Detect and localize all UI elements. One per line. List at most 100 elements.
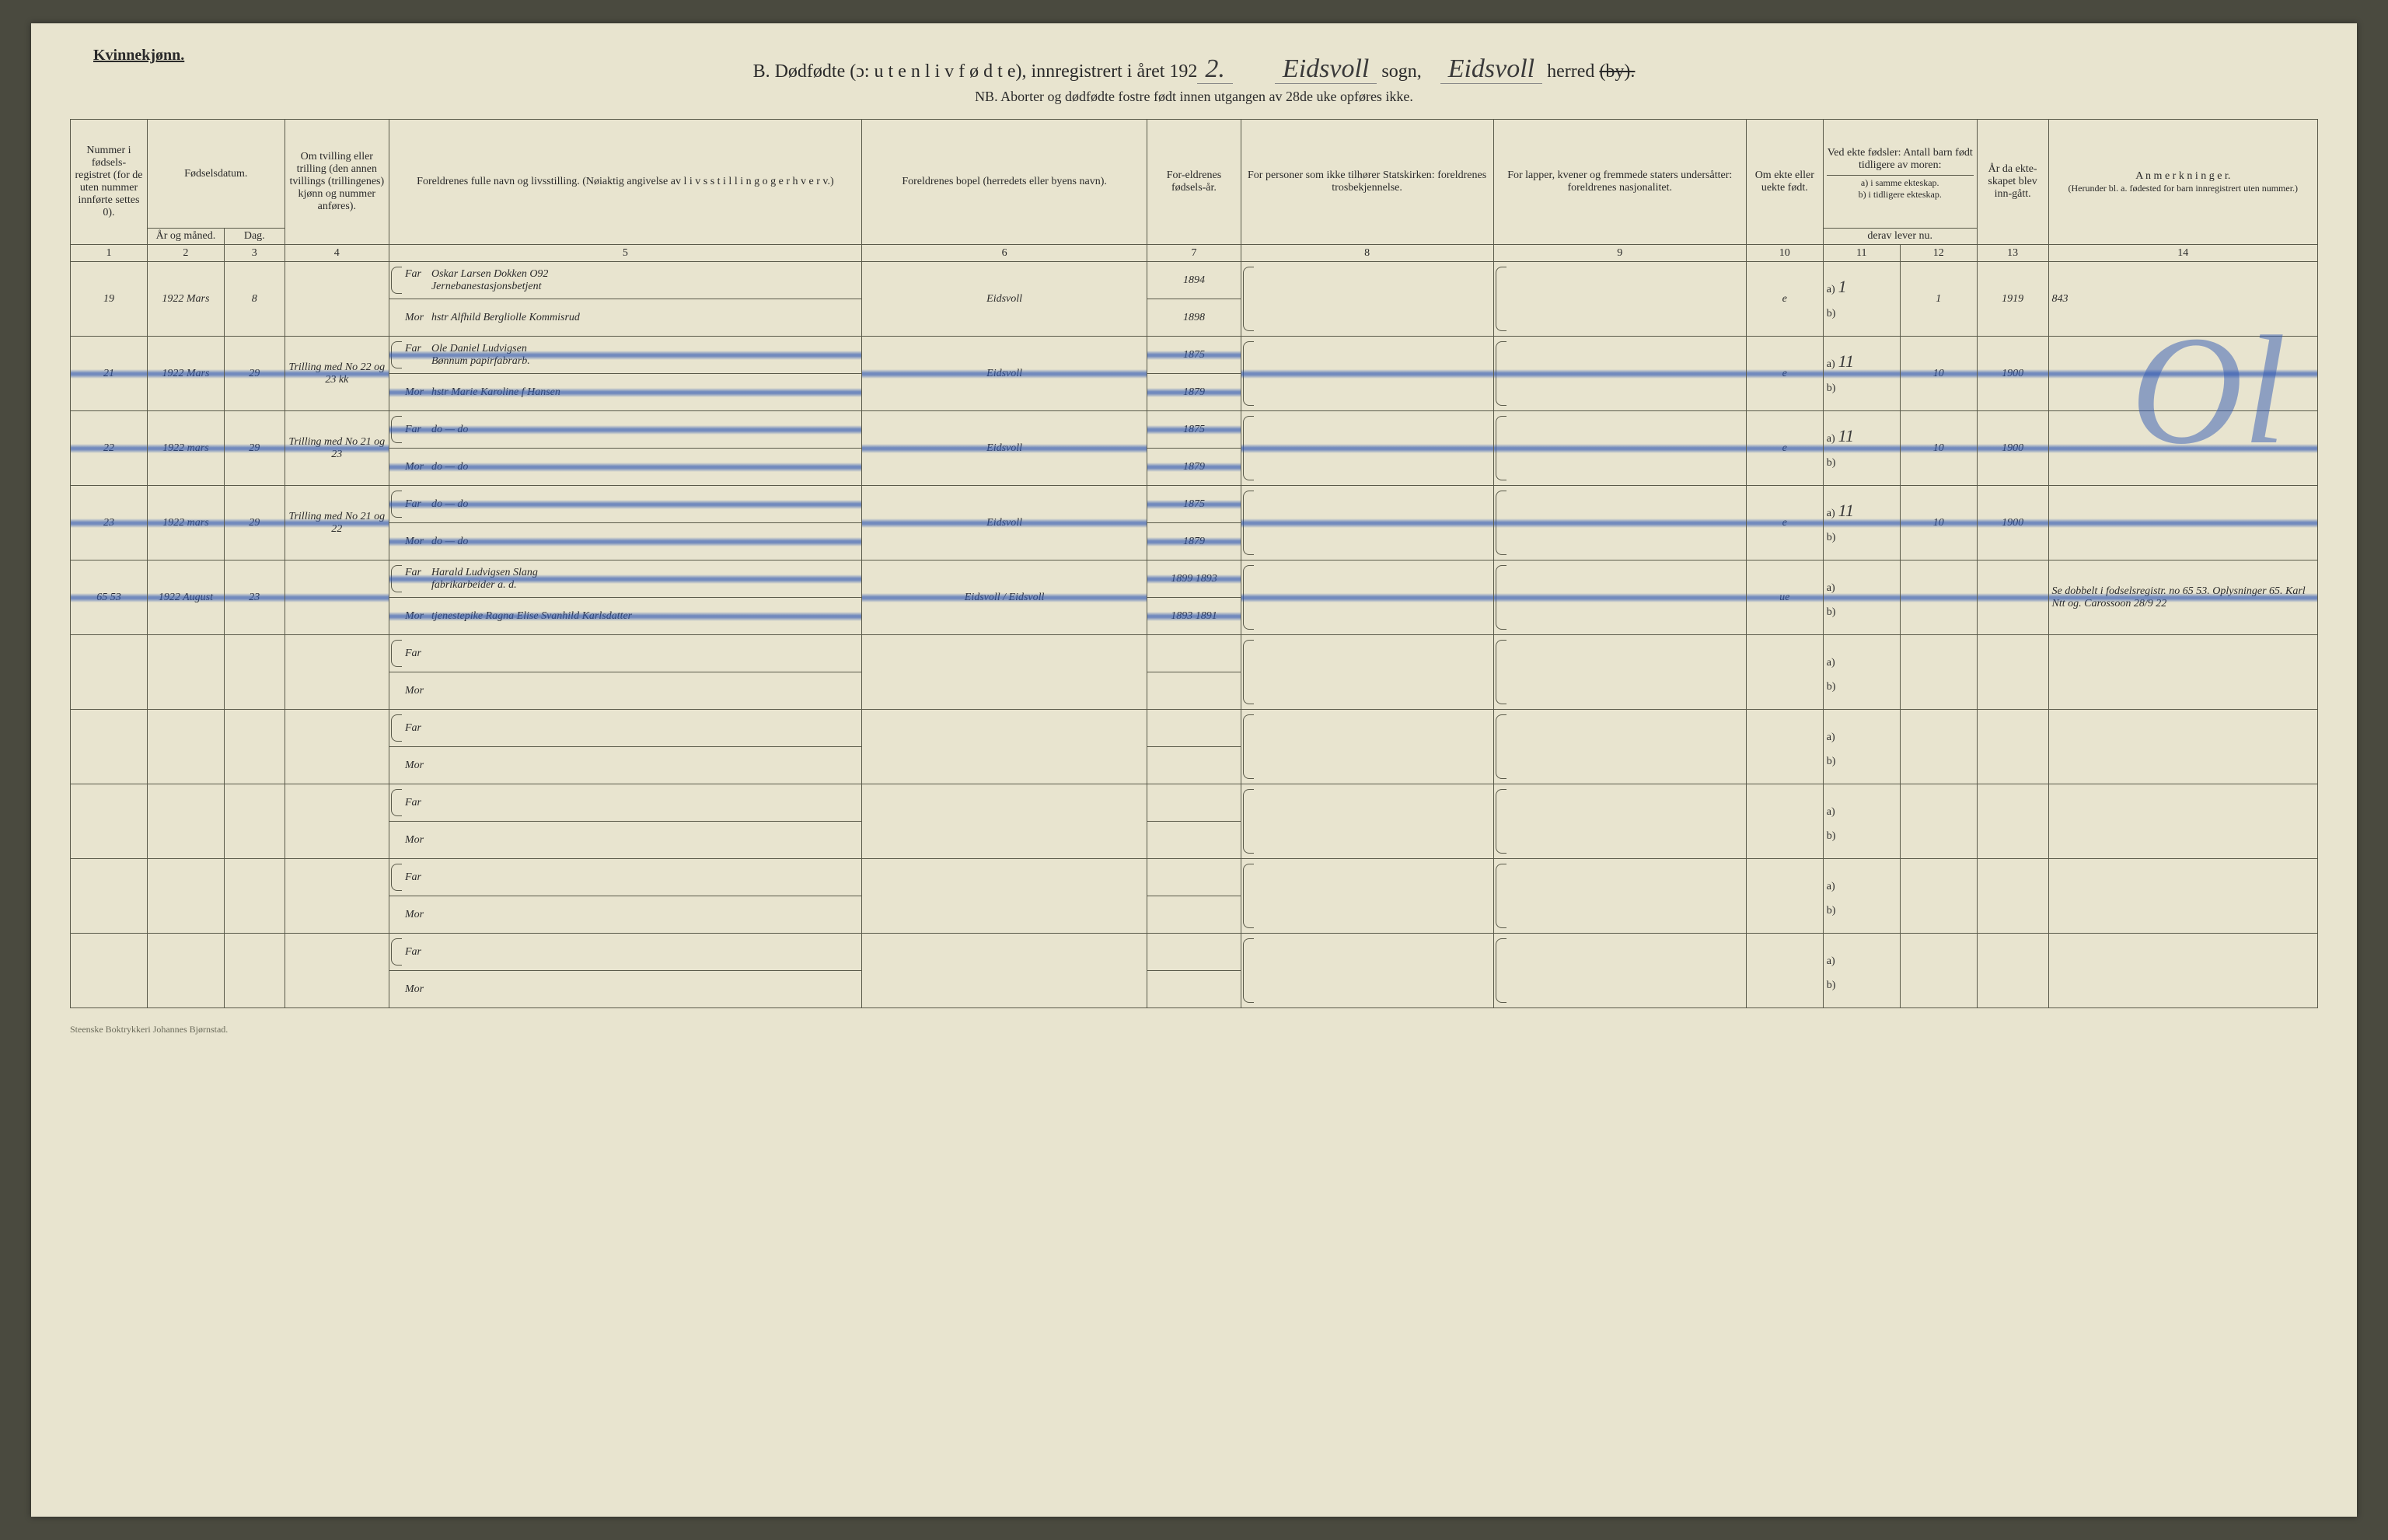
sogn-value: Eidsvoll — [1275, 54, 1377, 84]
form-title-line: B. Dødfødte (ɔ: u t e n l i v f ø d t e)… — [70, 54, 2318, 84]
entry-ekte: e — [1746, 486, 1823, 560]
hdr-c10b: b) i tidligere ekteskap. — [1859, 189, 1942, 200]
entry-addr — [861, 635, 1147, 710]
entry-nat — [1493, 560, 1746, 635]
entry-day — [224, 710, 285, 784]
hdr-children-sub: a) i samme ekteskap. b) i tidligere ekte… — [1827, 175, 1974, 201]
entry-nat — [1493, 262, 1746, 337]
entry-nat — [1493, 934, 1746, 1008]
entry-children-same: a)11b) — [1823, 337, 1900, 411]
entry-mor-birthyear: 1898 — [1147, 299, 1241, 337]
entry-children-alive: 10 — [1900, 337, 1977, 411]
entry-day — [224, 934, 285, 1008]
entry-notes — [2048, 411, 2317, 486]
entry-children-alive — [1900, 859, 1977, 934]
entry-children-alive — [1900, 710, 1977, 784]
entry-children-same: a)1b) — [1823, 262, 1900, 337]
colnum: 1 — [71, 245, 148, 262]
entry-mor-birthyear — [1147, 747, 1241, 784]
entry-relig — [1241, 560, 1493, 635]
entry-ekte — [1746, 710, 1823, 784]
entry-num: 19 — [71, 262, 148, 337]
hdr-c10a: a) i samme ekteskap. — [1861, 177, 1939, 188]
entry-far-birthyear: 1875 — [1147, 411, 1241, 449]
entry-far-name: Far — [389, 710, 861, 747]
entry-num — [71, 934, 148, 1008]
entry-marriage-year — [1977, 710, 2048, 784]
entry-nat — [1493, 411, 1746, 486]
hdr-twin: Om tvilling eller trilling (den annen tv… — [285, 120, 389, 245]
hdr-date: Fødselsdatum. — [147, 120, 285, 229]
entry-mor-name: Mor — [389, 971, 861, 1008]
herred-value: Eidsvoll — [1440, 54, 1542, 84]
entry-mor-name: Morhstr Alfhild Bergliolle Kommisrud — [389, 299, 861, 337]
entry-relig — [1241, 710, 1493, 784]
colnum: 11 — [1823, 245, 1900, 262]
entry-relig — [1241, 262, 1493, 337]
entry-twin: Trilling med No 21 og 22 — [285, 486, 389, 560]
entry-marriage-year — [1977, 859, 2048, 934]
colnum: 4 — [285, 245, 389, 262]
entry-yearmonth — [147, 635, 224, 710]
entry-far-name: Far — [389, 784, 861, 822]
entry-relig — [1241, 337, 1493, 411]
entry-twin: Trilling med No 22 og 23 kk — [285, 337, 389, 411]
entry-addr: Eidsvoll — [861, 337, 1147, 411]
entry-mor-name: Mordo — do — [389, 523, 861, 560]
entry-row-far: Fara)b) — [71, 784, 2318, 822]
entry-children-alive — [1900, 934, 1977, 1008]
entry-children-alive: 10 — [1900, 411, 1977, 486]
entry-twin — [285, 635, 389, 710]
colnum: 5 — [389, 245, 861, 262]
entry-num: 23 — [71, 486, 148, 560]
entry-row-far: 221922 mars29Trilling med No 21 og 23Far… — [71, 411, 2318, 449]
hdr-names: Foreldrenes fulle navn og livsstilling. … — [389, 120, 861, 245]
entry-children-same: a)b) — [1823, 784, 1900, 859]
entry-far-birthyear — [1147, 934, 1241, 971]
entry-day — [224, 635, 285, 710]
entry-mor-name: Mor — [389, 672, 861, 710]
entry-num: 21 — [71, 337, 148, 411]
entry-far-name: Far — [389, 859, 861, 896]
entry-ekte — [1746, 859, 1823, 934]
entry-marriage-year: 1919 — [1977, 262, 2048, 337]
hdr-yearmonth: År og måned. — [147, 229, 224, 245]
entry-addr — [861, 784, 1147, 859]
entry-nat — [1493, 486, 1746, 560]
entry-mor-birthyear: 1879 — [1147, 374, 1241, 411]
imprint: Steenske Boktrykkeri Johannes Bjørnstad. — [70, 1024, 2318, 1035]
hdr-notes: A n m e r k n i n g e r. (Herunder bl. a… — [2048, 120, 2317, 245]
entry-ekte: ue — [1746, 560, 1823, 635]
entry-row-far: Fara)b) — [71, 635, 2318, 672]
hdr-addr: Foreldrenes bopel (herredets eller byens… — [861, 120, 1147, 245]
entry-far-name: Fardo — do — [389, 486, 861, 523]
entry-num — [71, 710, 148, 784]
entry-mor-name: Mor — [389, 896, 861, 934]
hdr-notes-sub: (Herunder bl. a. fødested for barn innre… — [2052, 183, 2314, 194]
entry-twin — [285, 262, 389, 337]
herred-struck: (by). — [1599, 61, 1635, 82]
entry-twin — [285, 560, 389, 635]
entry-twin: Trilling med No 21 og 23 — [285, 411, 389, 486]
entry-mor-birthyear — [1147, 672, 1241, 710]
entry-addr: Eidsvoll / Eidsvoll — [861, 560, 1147, 635]
entry-ekte: e — [1746, 411, 1823, 486]
colnum: 8 — [1241, 245, 1493, 262]
gender-label: Kvinnekjønn. — [93, 47, 184, 65]
entry-num: 22 — [71, 411, 148, 486]
entry-far-birthyear — [1147, 859, 1241, 896]
entry-ekte — [1746, 635, 1823, 710]
entry-far-birthyear — [1147, 710, 1241, 747]
entry-day: 8 — [224, 262, 285, 337]
entry-day: 29 — [224, 411, 285, 486]
entry-row-far: 211922 Mars29Trilling med No 22 og 23 kk… — [71, 337, 2318, 374]
entry-far-name: FarHarald Ludvigsen Slangfabrikarbeider … — [389, 560, 861, 598]
entry-num: 65 53 — [71, 560, 148, 635]
entry-ekte — [1746, 934, 1823, 1008]
hdr-children-title: Ved ekte fødsler: Antall barn født tidli… — [1827, 147, 1974, 172]
colnum: 13 — [1977, 245, 2048, 262]
entry-children-alive — [1900, 635, 1977, 710]
entry-yearmonth: 1922 mars — [147, 486, 224, 560]
entry-children-same: a)b) — [1823, 710, 1900, 784]
entry-children-alive: 1 — [1900, 262, 1977, 337]
